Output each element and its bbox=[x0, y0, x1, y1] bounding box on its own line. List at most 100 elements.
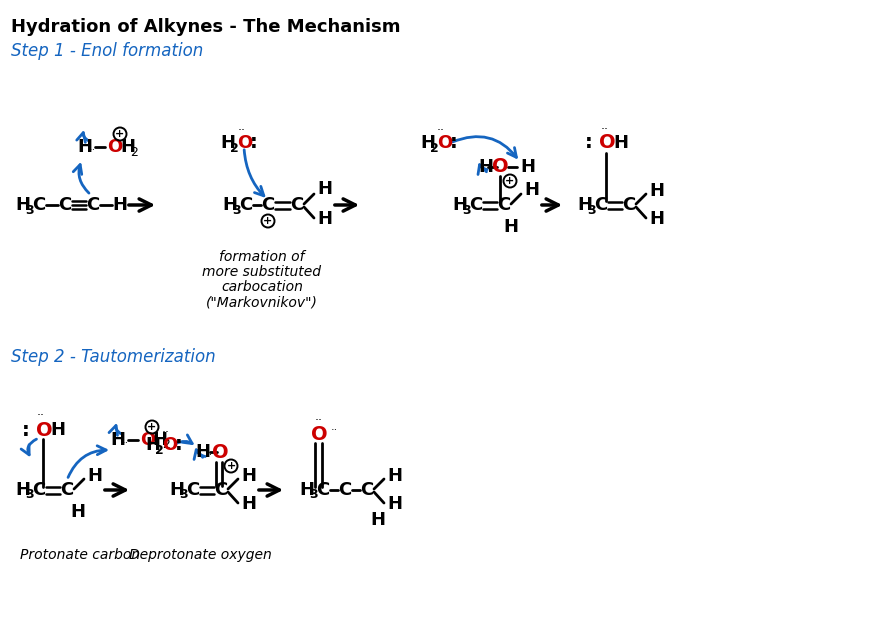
Text: C: C bbox=[469, 196, 482, 214]
Text: H: H bbox=[50, 421, 65, 439]
Text: H: H bbox=[503, 218, 519, 236]
Text: O: O bbox=[212, 442, 228, 461]
Text: H: H bbox=[317, 180, 332, 198]
Text: :: : bbox=[22, 420, 30, 439]
Text: H: H bbox=[112, 196, 127, 214]
Text: H: H bbox=[77, 138, 92, 156]
Text: H: H bbox=[87, 467, 102, 485]
Text: H: H bbox=[120, 138, 135, 156]
Text: :: : bbox=[585, 133, 593, 152]
Text: O: O bbox=[107, 138, 122, 156]
Text: H: H bbox=[420, 134, 435, 152]
Text: ··: ·· bbox=[122, 438, 129, 448]
Text: Deprotonate oxygen: Deprotonate oxygen bbox=[129, 548, 271, 562]
Text: more substituted: more substituted bbox=[202, 265, 322, 279]
Text: C: C bbox=[86, 196, 99, 214]
Text: 3: 3 bbox=[179, 489, 187, 502]
Text: ··: ·· bbox=[238, 125, 246, 138]
Text: ··: ·· bbox=[162, 427, 170, 439]
Text: H: H bbox=[520, 158, 535, 176]
Text: 3: 3 bbox=[25, 489, 34, 502]
Text: ··: ·· bbox=[330, 425, 337, 435]
Text: Protonate carbon: Protonate carbon bbox=[20, 548, 140, 562]
Text: +: + bbox=[115, 129, 125, 139]
Text: H: H bbox=[649, 210, 664, 228]
Text: +: + bbox=[263, 216, 273, 226]
Text: H: H bbox=[577, 196, 592, 214]
Text: Step 1 - Enol formation: Step 1 - Enol formation bbox=[11, 42, 203, 60]
Text: H: H bbox=[220, 134, 235, 152]
Text: O: O bbox=[310, 425, 327, 444]
Text: O: O bbox=[599, 133, 616, 152]
Text: H: H bbox=[71, 503, 85, 521]
Text: ··: ·· bbox=[315, 415, 323, 427]
Text: 3: 3 bbox=[309, 489, 317, 502]
Text: H: H bbox=[478, 158, 493, 176]
Text: H: H bbox=[110, 431, 125, 449]
Text: H: H bbox=[613, 134, 628, 152]
Text: H: H bbox=[152, 431, 167, 449]
Text: H: H bbox=[169, 481, 184, 499]
Text: H: H bbox=[241, 495, 256, 513]
Text: H: H bbox=[299, 481, 314, 499]
Text: H: H bbox=[371, 511, 385, 529]
Text: C: C bbox=[186, 481, 199, 499]
Text: H: H bbox=[195, 443, 210, 461]
Text: C: C bbox=[316, 481, 330, 499]
Text: 2: 2 bbox=[162, 439, 170, 451]
Text: ··: ·· bbox=[437, 125, 445, 138]
Text: H: H bbox=[317, 210, 332, 228]
Text: +: + bbox=[147, 422, 157, 432]
Text: ··: ·· bbox=[37, 410, 45, 423]
Text: H: H bbox=[649, 182, 664, 200]
Text: Step 2 - Tautomerization: Step 2 - Tautomerization bbox=[11, 348, 215, 366]
Text: C: C bbox=[261, 196, 275, 214]
Text: 3: 3 bbox=[462, 204, 471, 217]
Text: H: H bbox=[387, 467, 402, 485]
Text: 3: 3 bbox=[25, 204, 34, 217]
Text: H: H bbox=[387, 495, 402, 513]
Text: O: O bbox=[140, 431, 155, 449]
Text: H: H bbox=[145, 436, 160, 454]
Text: 2: 2 bbox=[430, 142, 439, 154]
Text: 2: 2 bbox=[230, 142, 239, 154]
Text: +: + bbox=[227, 461, 235, 471]
Text: ··: ·· bbox=[206, 450, 214, 460]
Text: H: H bbox=[524, 181, 539, 199]
Text: C: C bbox=[32, 481, 45, 499]
Text: Hydration of Alkynes - The Mechanism: Hydration of Alkynes - The Mechanism bbox=[11, 18, 400, 36]
Text: ··: ·· bbox=[89, 145, 96, 155]
Text: O: O bbox=[492, 157, 508, 176]
Text: C: C bbox=[360, 481, 373, 499]
Text: C: C bbox=[214, 481, 228, 499]
Text: :: : bbox=[450, 133, 458, 152]
Text: C: C bbox=[622, 196, 635, 214]
Text: carbocation: carbocation bbox=[221, 280, 303, 294]
Text: :: : bbox=[175, 435, 183, 454]
Text: :: : bbox=[250, 133, 258, 152]
Text: 3: 3 bbox=[587, 204, 596, 217]
Text: O: O bbox=[237, 134, 252, 152]
Text: H: H bbox=[222, 196, 237, 214]
Text: C: C bbox=[239, 196, 252, 214]
Text: 2: 2 bbox=[155, 444, 164, 456]
Text: C: C bbox=[594, 196, 607, 214]
Text: 2: 2 bbox=[130, 145, 138, 159]
Text: H: H bbox=[452, 196, 467, 214]
Text: C: C bbox=[338, 481, 351, 499]
Text: H: H bbox=[241, 467, 256, 485]
Text: O: O bbox=[36, 420, 52, 439]
Text: 3: 3 bbox=[232, 204, 241, 217]
Text: H: H bbox=[15, 196, 30, 214]
Text: O: O bbox=[162, 436, 177, 454]
Text: C: C bbox=[60, 481, 73, 499]
Text: formation of: formation of bbox=[219, 250, 304, 264]
Text: C: C bbox=[497, 196, 510, 214]
Text: C: C bbox=[32, 196, 45, 214]
Text: C: C bbox=[290, 196, 303, 214]
Text: O: O bbox=[437, 134, 453, 152]
Text: ("Markovnikov"): ("Markovnikov") bbox=[206, 295, 318, 309]
Text: +: + bbox=[506, 176, 514, 186]
Text: C: C bbox=[58, 196, 72, 214]
Text: ··: ·· bbox=[601, 123, 609, 137]
